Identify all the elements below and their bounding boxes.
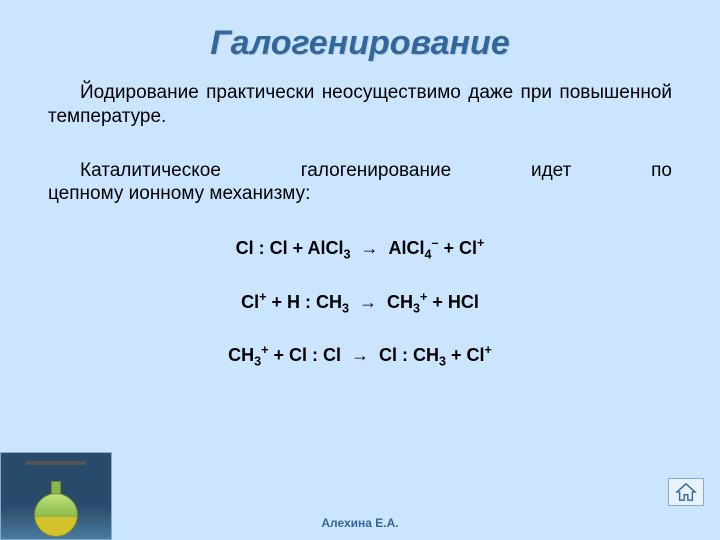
p2-w2: галогенирование bbox=[301, 160, 451, 181]
slide-title: Галогенирование bbox=[48, 24, 672, 63]
paragraph-1: Йодирование практически неосуществимо да… bbox=[48, 81, 672, 129]
flask-icon bbox=[33, 491, 79, 537]
equations: Cl : Cl + AlCl3 → AlCl4– + Cl+ Cl+ + H :… bbox=[48, 236, 672, 369]
equation-3: CH3+ + Cl : Cl → Cl : CH3 + Cl+ bbox=[48, 343, 672, 369]
paragraph-2: Каталитическое галогенирование идет по ц… bbox=[48, 159, 672, 207]
burette-bar bbox=[26, 461, 86, 465]
p2-line2: цепному ионному механизму: bbox=[48, 182, 672, 206]
p2-w1: Каталитическое bbox=[80, 160, 221, 181]
home-button[interactable] bbox=[668, 478, 704, 506]
home-icon bbox=[675, 482, 697, 502]
equation-2: Cl+ + H : CH3 → CH3+ + HCl bbox=[48, 290, 672, 316]
p2-w4: по bbox=[651, 160, 672, 181]
paragraph-1-text: Йодирование практически неосуществимо да… bbox=[48, 82, 672, 127]
equation-1: Cl : Cl + AlCl3 → AlCl4– + Cl+ bbox=[48, 236, 672, 262]
flask-thumbnail bbox=[0, 452, 112, 540]
p2-w3: идет bbox=[531, 160, 571, 181]
slide: Галогенирование Йодирование практически … bbox=[0, 0, 720, 540]
